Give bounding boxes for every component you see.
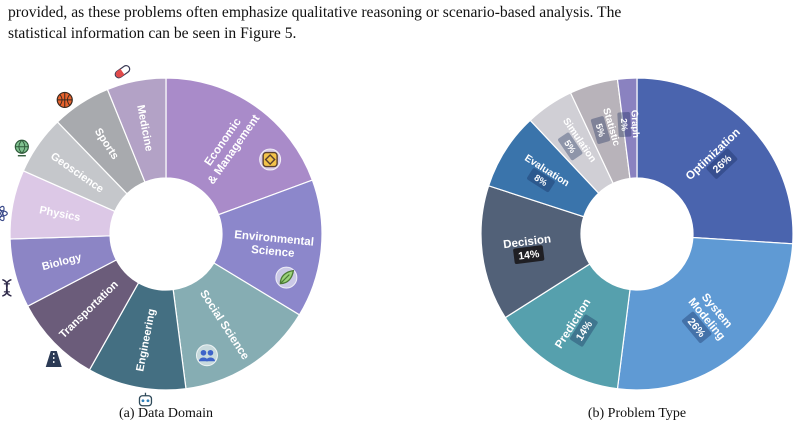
pct-badge-optimization	[706, 148, 738, 179]
people-icon	[195, 344, 218, 367]
road-icon	[42, 348, 65, 371]
pct-badge-graph	[617, 111, 632, 138]
pill-icon	[111, 60, 134, 83]
dna-icon	[0, 276, 18, 299]
globe-icon	[10, 136, 33, 159]
donut-hole	[110, 178, 222, 290]
leaf-icon	[275, 266, 298, 289]
atom-icon	[0, 202, 11, 225]
coin-icon	[259, 148, 282, 171]
pct-text-statistic: 5%	[594, 122, 607, 138]
pct-badge-simulation	[558, 132, 583, 161]
basketball-icon	[53, 88, 76, 111]
paragraph-line-2: statistical information can be seen in F…	[8, 25, 297, 42]
body-paragraph: provided, as these problems often emphas…	[8, 2, 800, 44]
slice-text-environmental-science-1: Science	[251, 244, 295, 260]
pct-badge-system-modeling	[682, 311, 712, 344]
pct-text-decision: 14%	[518, 248, 541, 263]
paragraph-line-1: provided, as these problems often emphas…	[8, 4, 622, 21]
donut-chart-data-domain: Economic& ManagementEnvironmentalScience…	[0, 60, 323, 412]
pct-badge-statistic	[590, 116, 611, 144]
pct-text-graph: 2%	[619, 118, 630, 131]
donut-chart-problem-type: Optimization26%SystemModeling26%Predicti…	[480, 77, 794, 391]
caption-data-domain: (a) Data Domain	[119, 406, 213, 421]
pct-badge-decision	[513, 245, 545, 264]
donut-hole	[581, 178, 693, 290]
pct-badge-evaluation	[527, 168, 555, 193]
robot-icon	[134, 389, 157, 412]
pct-badge-prediction	[570, 314, 598, 347]
slice-text-graph-0: Graph	[628, 110, 641, 139]
caption-problem-type: (b) Problem Type	[588, 406, 686, 421]
